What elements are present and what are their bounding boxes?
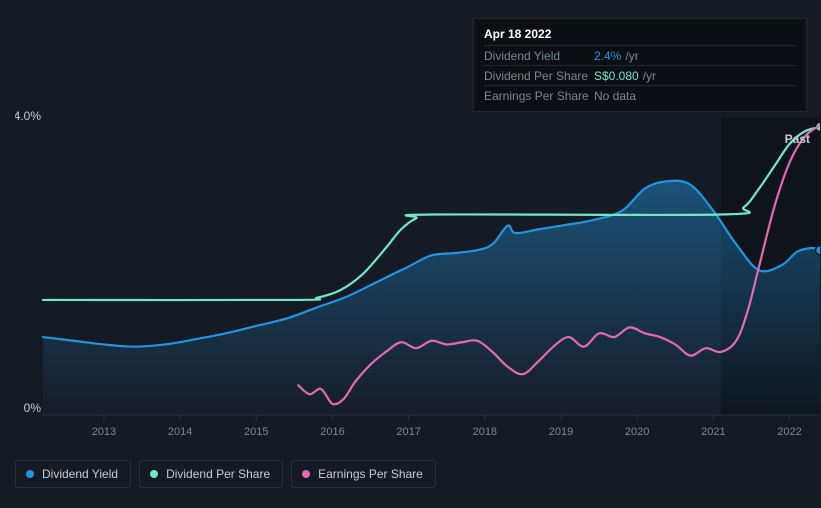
tooltip-row: Dividend Yield2.4%/yr [484, 45, 796, 65]
svg-text:4.0%: 4.0% [15, 109, 41, 123]
legend-dot-icon [150, 470, 158, 478]
legend-item-label: Dividend Per Share [166, 467, 270, 481]
legend-item-label: Earnings Per Share [318, 467, 423, 481]
legend-dot-icon [302, 470, 310, 478]
tooltip-row-value: 2.4%/yr [594, 49, 639, 63]
svg-text:0%: 0% [24, 401, 42, 415]
svg-text:2020: 2020 [625, 426, 649, 438]
chart-tooltip: Apr 18 2022 Dividend Yield2.4%/yrDividen… [473, 18, 807, 112]
svg-text:2013: 2013 [92, 426, 116, 438]
svg-text:2016: 2016 [320, 426, 344, 438]
tooltip-date: Apr 18 2022 [484, 27, 796, 45]
tooltip-row-label: Dividend Yield [484, 49, 594, 63]
svg-text:2015: 2015 [244, 426, 268, 438]
tooltip-row-label: Earnings Per Share [484, 89, 594, 103]
tooltip-row-value: No data [594, 89, 636, 103]
tooltip-row-unit: /yr [625, 49, 638, 63]
legend-item-dividend-per-share[interactable]: Dividend Per Share [139, 460, 283, 488]
svg-text:2014: 2014 [168, 426, 192, 438]
legend-item-label: Dividend Yield [42, 467, 118, 481]
tooltip-row: Earnings Per ShareNo data [484, 85, 796, 105]
past-label: Past [785, 132, 810, 146]
tooltip-row-label: Dividend Per Share [484, 69, 594, 83]
tooltip-row: Dividend Per ShareS$0.080/yr [484, 65, 796, 85]
svg-text:2018: 2018 [473, 426, 497, 438]
svg-text:2017: 2017 [396, 426, 420, 438]
svg-text:2021: 2021 [701, 426, 725, 438]
legend-item-earnings-per-share[interactable]: Earnings Per Share [291, 460, 436, 488]
chart-legend: Dividend Yield Dividend Per Share Earnings… [15, 460, 436, 488]
svg-text:2022: 2022 [777, 426, 801, 438]
legend-dot-icon [26, 470, 34, 478]
legend-item-dividend-yield[interactable]: Dividend Yield [15, 460, 131, 488]
tooltip-row-value: S$0.080/yr [594, 69, 656, 83]
svg-text:2019: 2019 [549, 426, 573, 438]
tooltip-row-unit: /yr [643, 69, 656, 83]
